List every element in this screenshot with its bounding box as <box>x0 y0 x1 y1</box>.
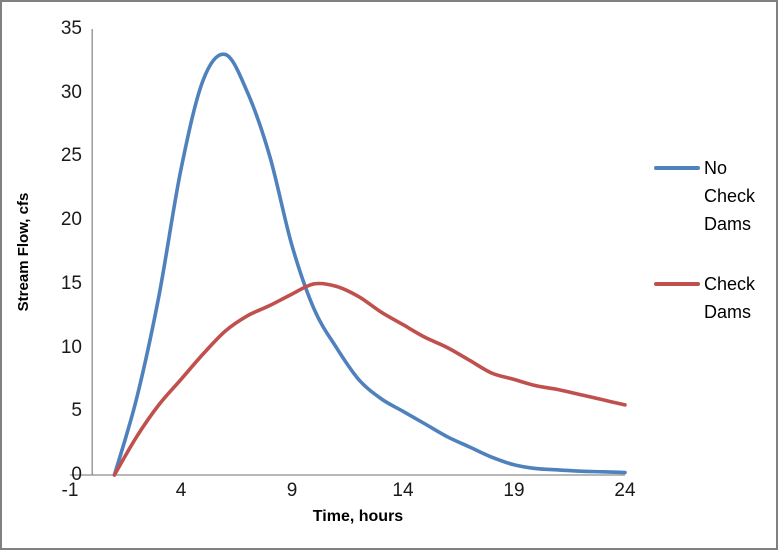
legend-line-swatch-check-dams <box>654 282 700 286</box>
series-line-check-dams <box>112 281 627 477</box>
y-axis-tick-label: 35 <box>60 18 82 39</box>
y-axis-tick-label: 25 <box>60 145 82 167</box>
x-axis-tick-label: 19 <box>503 480 525 501</box>
y-axis-tick-label: 10 <box>60 336 82 358</box>
y-axis-tick-label: 5 <box>71 400 82 422</box>
legend-entry-check-dams: Check Dams <box>654 270 776 326</box>
legend-label-no-check-dams: No Check Dams <box>704 158 756 234</box>
y-axis-tick-label: 30 <box>60 81 82 103</box>
y-axis-tick-label: 20 <box>60 209 82 231</box>
x-axis-tick-label: 14 <box>392 480 414 501</box>
legend: No Check Dams Check Dams <box>654 154 776 326</box>
y-axis-tick-label: 15 <box>60 272 82 294</box>
y-axis-title: Stream Flow, cfs <box>15 192 32 312</box>
legend-line-swatch-no-check-dams <box>654 166 700 170</box>
x-axis-tick-label: 9 <box>286 480 298 501</box>
legend-label-check-dams: Check Dams <box>704 274 756 322</box>
x-axis-tick-label: 24 <box>614 480 636 501</box>
series-line-no-check-dams <box>112 52 627 477</box>
legend-entry-no-check-dams: No Check Dams <box>654 154 776 238</box>
x-axis-tick-label: 4 <box>175 480 187 501</box>
x-axis-tick-label: -1 <box>61 480 79 501</box>
y-axis-tick-label: 0 <box>71 464 82 485</box>
x-axis-title: Time, hours <box>312 508 404 525</box>
